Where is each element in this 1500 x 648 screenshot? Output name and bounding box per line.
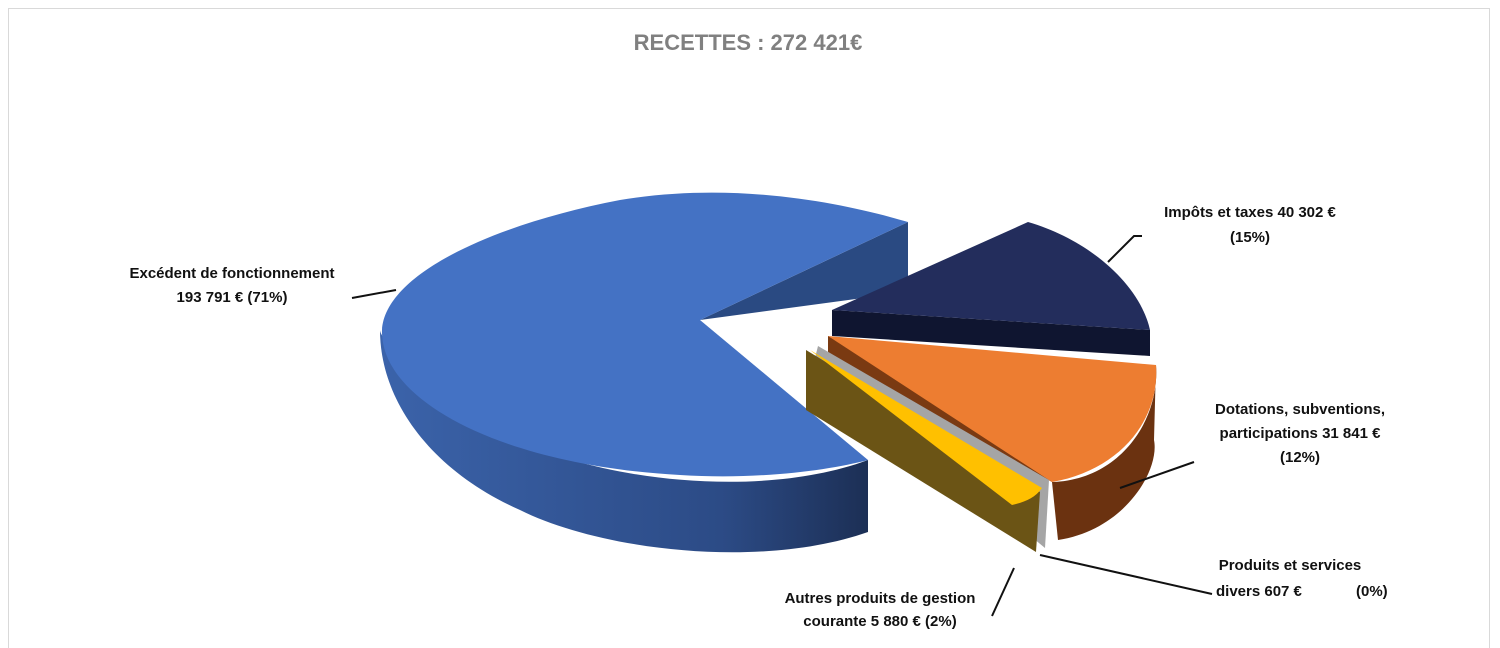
label-dotations-line1: Dotations, subventions,	[1215, 401, 1385, 418]
data-label-excedent: Excédent de fonctionnement 193 791 € (71…	[129, 265, 334, 306]
label-produits-line3: (0%)	[1356, 583, 1388, 600]
leader-produits	[1039, 554, 1213, 595]
chart-title: RECETTES : 272 421€	[634, 30, 863, 55]
label-produits-line1: Produits et services	[1219, 557, 1362, 574]
label-dotations-line3: (12%)	[1280, 449, 1320, 466]
leader-impots	[1107, 235, 1142, 263]
slice-impots-et-taxes	[832, 222, 1150, 356]
slice-dotations	[828, 336, 1157, 540]
slice-autres-top	[810, 350, 1042, 505]
label-dotations-line2: participations 31 841 €	[1220, 425, 1382, 442]
data-label-dotations: Dotations, subventions, participations 3…	[1215, 401, 1385, 466]
slice-excedent-de-fonctionnement	[380, 192, 909, 553]
slice-dotations-top	[828, 336, 1157, 482]
slice-autres-produits	[806, 350, 1042, 552]
label-excedent-line1: Excédent de fonctionnement	[129, 265, 334, 282]
label-produits-line2: divers 607 €	[1216, 583, 1303, 600]
leader-excedent	[351, 289, 397, 299]
label-impots-line2: (15%)	[1230, 229, 1270, 246]
data-label-impots: Impôts et taxes 40 302 € (15%)	[1164, 204, 1336, 246]
leader-autres	[991, 567, 1015, 617]
leader-dotations	[1119, 461, 1195, 489]
slice-impots-top	[832, 222, 1150, 330]
slice-impots-side	[832, 310, 1150, 356]
label-excedent-line2: 193 791 € (71%)	[177, 289, 288, 306]
label-impots-line1: Impôts et taxes 40 302 €	[1164, 204, 1336, 221]
label-autres-line2: courante 5 880 € (2%)	[803, 613, 956, 630]
slice-autres-side	[806, 350, 1040, 552]
slice-excedent-side	[380, 330, 868, 553]
label-autres-line1: Autres produits de gestion	[785, 590, 976, 607]
slice-excedent-top	[381, 192, 909, 477]
data-label-autres: Autres produits de gestion courante 5 88…	[785, 590, 976, 630]
slice-dotations-side	[1052, 365, 1157, 540]
data-label-produits: Produits et services divers 607 € (0%)	[1216, 557, 1388, 600]
